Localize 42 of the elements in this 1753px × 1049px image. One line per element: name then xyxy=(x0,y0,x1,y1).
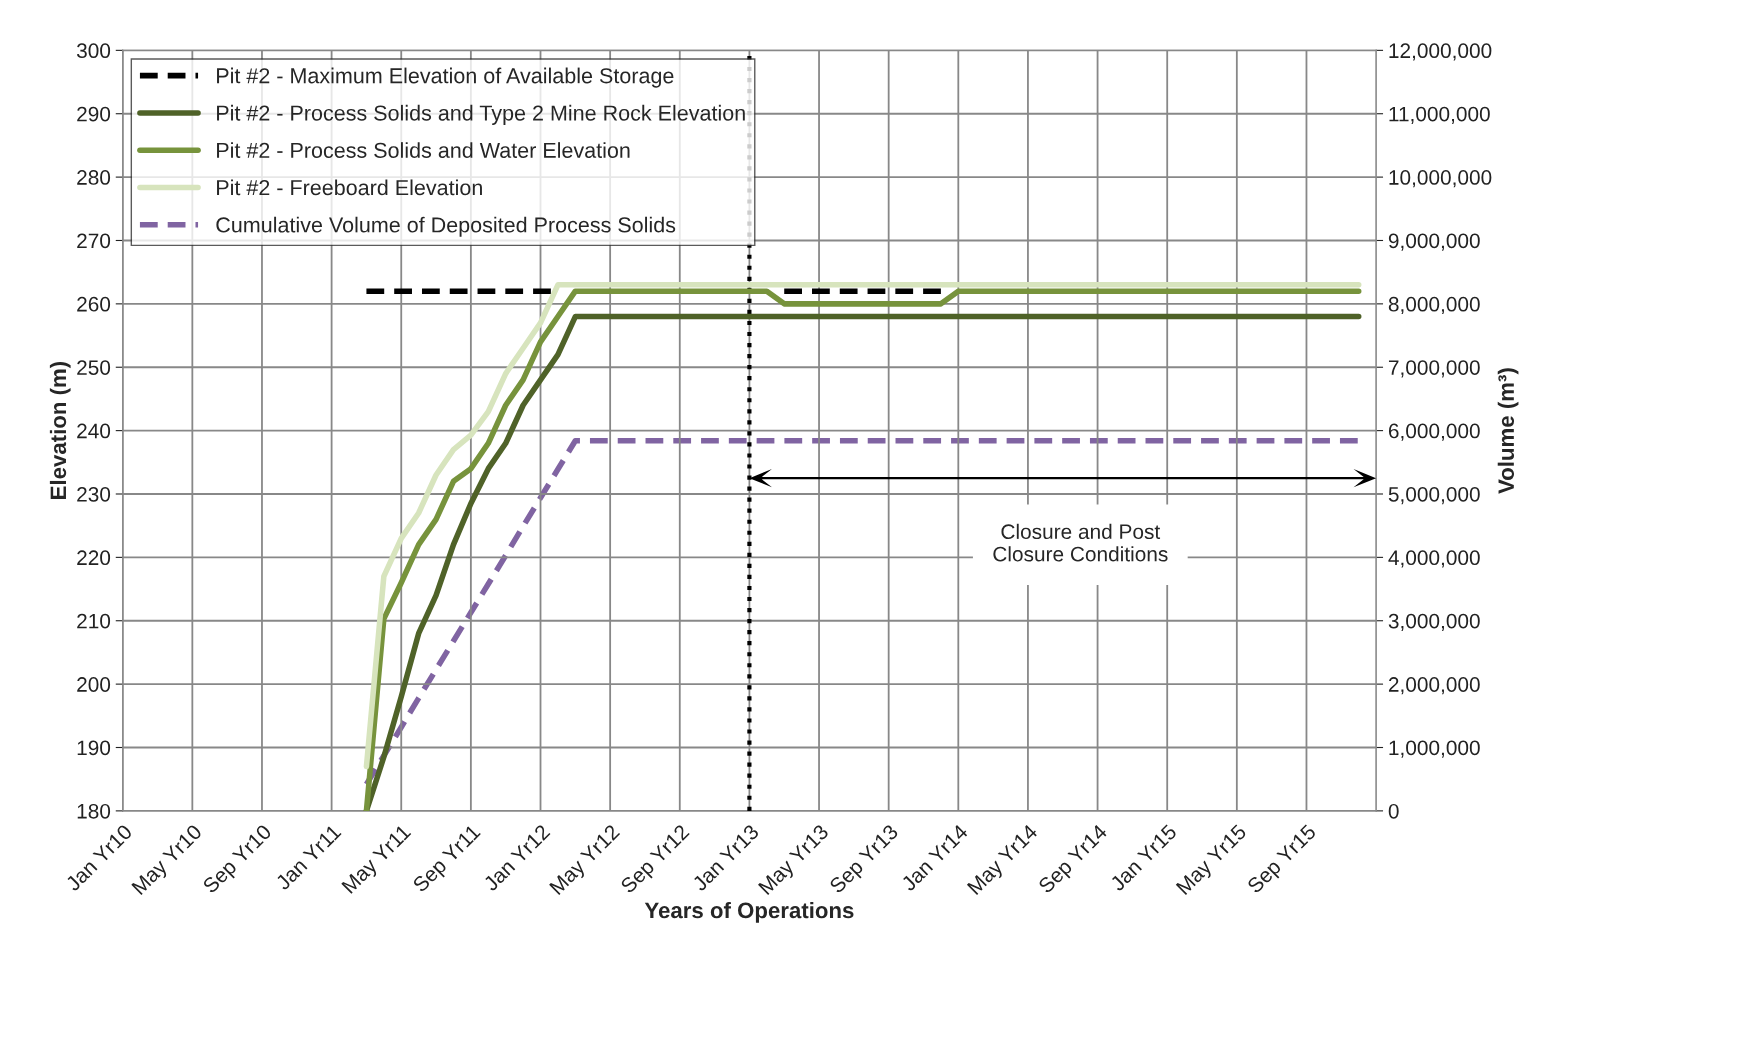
y2-tick-label: 5,000,000 xyxy=(1388,486,1480,505)
x-tick-label: May Yr11 xyxy=(341,823,412,894)
x-tick-label: Sep Yr12 xyxy=(619,823,693,897)
y-tick-label: 280 xyxy=(77,170,111,185)
y2-tick-label: 8,000,000 xyxy=(1388,296,1480,315)
y-tick-label: 200 xyxy=(77,677,111,692)
y-tick-label: 190 xyxy=(77,740,111,756)
y2-tick-label: 10,000,000 xyxy=(1389,170,1492,188)
legend-label: Pit #2 - Maximum Elevation of Available Storage xyxy=(217,67,674,88)
y2-tick-label: 11,000,000 xyxy=(1389,106,1490,124)
annotation: Closure and Post Closure Conditions xyxy=(993,523,1168,562)
y-tick-label: 250 xyxy=(77,360,111,375)
y2-axis-title: Volume (m³) xyxy=(1497,368,1519,494)
x-tick-label: Sep Yr14 xyxy=(1037,823,1111,897)
y2-tick-label: 12,000,000 xyxy=(1389,43,1492,61)
y-tick-label: 240 xyxy=(77,423,111,439)
y-tick-label: 230 xyxy=(77,486,111,502)
y-tick-label: 180 xyxy=(77,803,111,819)
y2-tick-label: 3,000,000 xyxy=(1388,613,1480,631)
y-tick-label: 260 xyxy=(77,296,111,312)
y2-tick-label: 7,000,000 xyxy=(1388,360,1480,378)
x-tick-label: Sep Yr13 xyxy=(828,823,902,897)
y-tick-label: 210 xyxy=(77,613,111,629)
x-tick-label: Sep Yr11 xyxy=(411,823,484,896)
y2-tick-label: 0 xyxy=(1388,803,1399,819)
legend-label: Pit #2 - Process Solids and Water Elevation xyxy=(217,142,630,158)
legend-label: Cumulative Volume of Deposited Process Solids xyxy=(216,216,676,237)
y-tick-label: 290 xyxy=(77,106,111,122)
y-tick-label: 300 xyxy=(76,43,111,59)
x-tick-label: Jan Yr11 xyxy=(274,823,342,891)
y-tick-label: 270 xyxy=(77,233,111,249)
x-axis-title: Years of Operations xyxy=(644,901,854,923)
y2-tick-label: 6,000,000 xyxy=(1388,423,1480,441)
y2-tick-label: 4,000,000 xyxy=(1388,550,1480,568)
y-axis-title: Elevation (m) xyxy=(49,361,71,499)
y2-tick-label: 9,000,000 xyxy=(1388,233,1480,251)
y2-tick-label: 1,000,000 xyxy=(1389,740,1480,758)
y-tick-label: 220 xyxy=(77,550,111,566)
legend-label: Pit #2 - Freeboard Elevation xyxy=(217,179,482,196)
y2-tick-label: 2,000,000 xyxy=(1388,677,1480,695)
x-tick-label: Sep Yr10 xyxy=(201,823,276,897)
legend-label: Pit #2 - Process Solids and Type 2 Mine Rock Elevation xyxy=(217,104,745,125)
